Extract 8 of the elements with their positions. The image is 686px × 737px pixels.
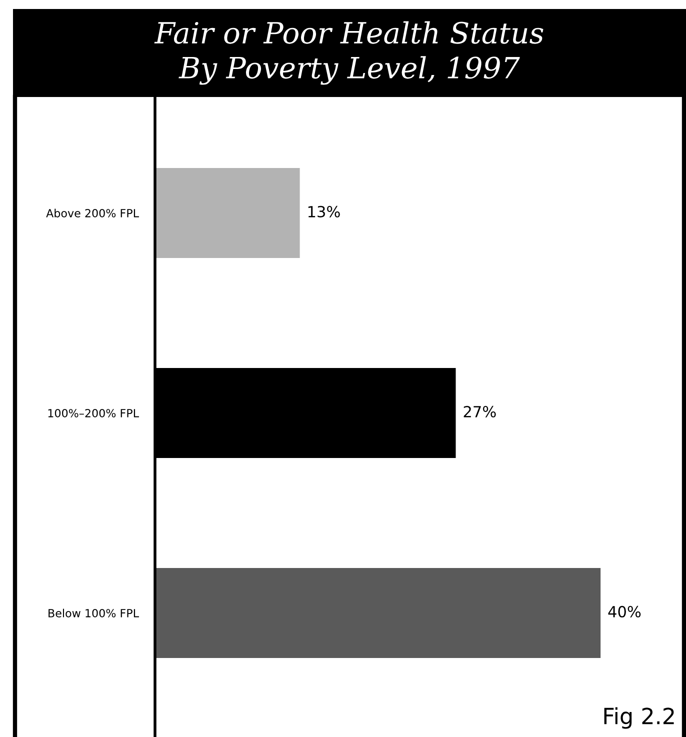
data-label: 13% [308, 206, 340, 218]
data-label: 40% [608, 606, 641, 618]
y-tick-label: Below 100% FPL [48, 608, 139, 618]
data-label: 27% [464, 406, 496, 418]
y-tick-label: Above 200% FPL [46, 208, 139, 218]
chart-title: Fair or Poor Health Status By Poverty Level, 1997 [154, 21, 544, 85]
y-tick-label: 100%–200% FPL [48, 408, 139, 418]
caption: Fig 2.2 [604, 707, 674, 729]
